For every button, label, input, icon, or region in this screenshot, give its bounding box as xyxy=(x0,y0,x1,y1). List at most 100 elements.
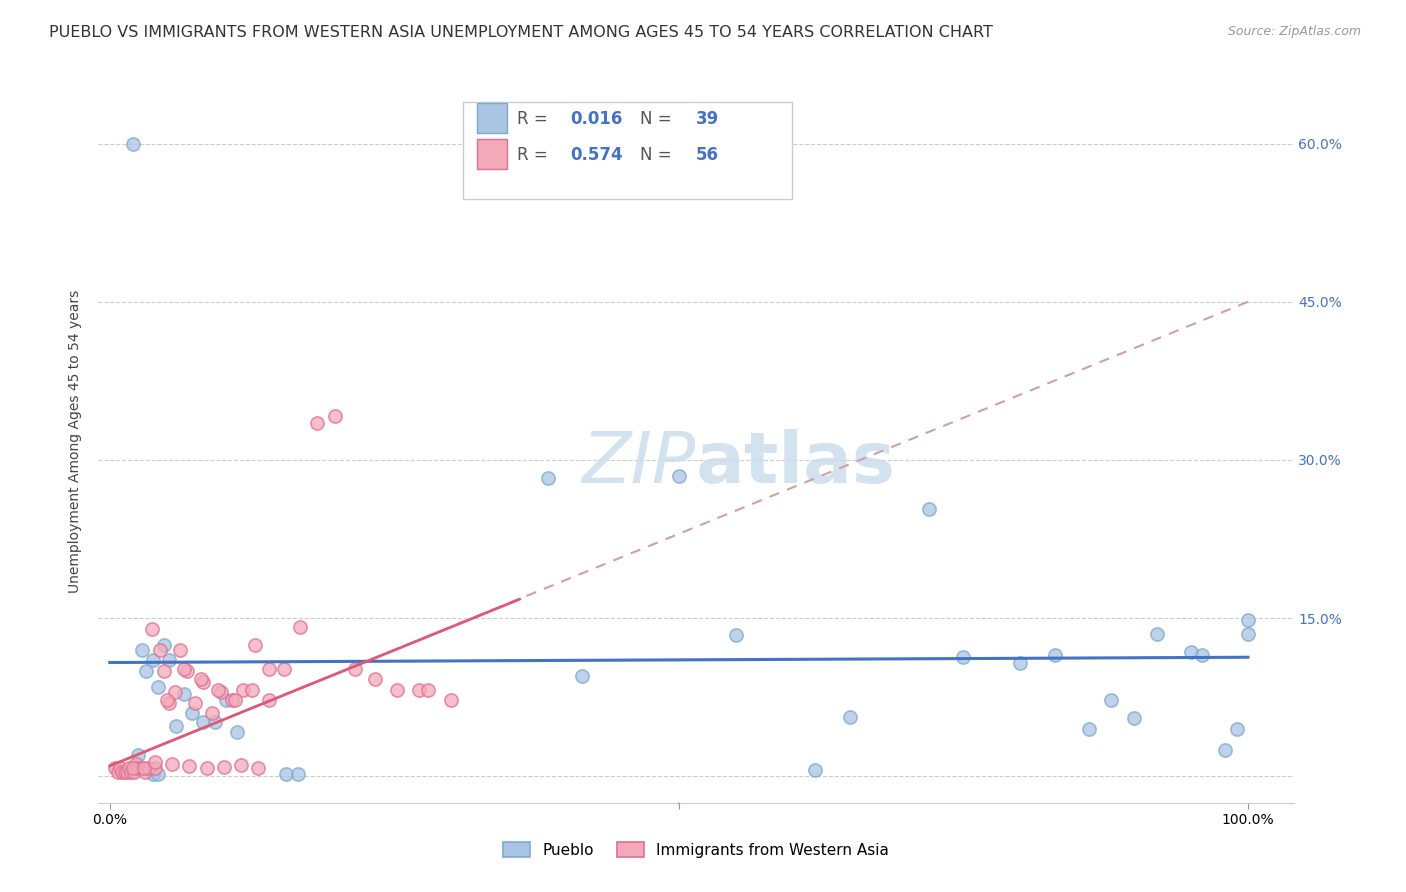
Point xyxy=(201,706,224,720)
Point xyxy=(838,710,860,724)
Point xyxy=(153,664,176,678)
Point xyxy=(195,761,218,775)
Point xyxy=(1010,656,1032,670)
FancyBboxPatch shape xyxy=(463,102,792,200)
Point xyxy=(184,696,207,710)
Point xyxy=(1213,743,1236,757)
Point xyxy=(127,761,149,775)
Point xyxy=(1123,711,1146,725)
Point xyxy=(224,693,246,707)
Point xyxy=(215,693,238,707)
Point xyxy=(142,767,165,781)
Point xyxy=(125,756,148,771)
Point xyxy=(153,638,176,652)
Point xyxy=(121,761,143,775)
Point xyxy=(190,673,212,687)
Point xyxy=(179,759,201,773)
Point xyxy=(163,685,186,699)
Text: Source: ZipAtlas.com: Source: ZipAtlas.com xyxy=(1227,25,1361,38)
Text: PUEBLO VS IMMIGRANTS FROM WESTERN ASIA UNEMPLOYMENT AMONG AGES 45 TO 54 YEARS CO: PUEBLO VS IMMIGRANTS FROM WESTERN ASIA U… xyxy=(49,25,993,40)
Point xyxy=(173,662,195,676)
Point xyxy=(162,756,184,771)
Point xyxy=(146,680,169,694)
Point xyxy=(221,693,243,707)
Point xyxy=(118,761,141,775)
Point xyxy=(132,761,155,775)
Point xyxy=(1226,722,1249,736)
Point xyxy=(288,620,311,634)
Point xyxy=(276,767,298,781)
Legend: Pueblo, Immigrants from Western Asia: Pueblo, Immigrants from Western Asia xyxy=(496,836,896,863)
Point xyxy=(191,714,214,729)
Point xyxy=(1237,613,1260,627)
Point xyxy=(121,136,143,151)
Point xyxy=(1191,648,1213,662)
Point xyxy=(180,706,202,720)
Point xyxy=(149,643,172,657)
Point xyxy=(418,682,440,697)
Point xyxy=(364,673,387,687)
Point xyxy=(1099,693,1122,707)
Point xyxy=(146,767,169,781)
Point xyxy=(127,748,149,763)
Text: 56: 56 xyxy=(696,145,718,164)
Point xyxy=(143,755,166,769)
Point xyxy=(165,719,187,733)
Point xyxy=(212,760,235,774)
Point xyxy=(343,662,366,676)
Point xyxy=(724,628,747,642)
Point xyxy=(141,622,163,636)
Point xyxy=(287,767,309,781)
Point xyxy=(204,714,226,729)
Point xyxy=(1077,722,1099,736)
Point xyxy=(111,765,134,780)
Point xyxy=(114,765,136,780)
Point xyxy=(157,696,180,710)
Point xyxy=(408,682,430,697)
Text: ZIP: ZIP xyxy=(582,429,696,498)
FancyBboxPatch shape xyxy=(477,139,508,169)
Text: 0.574: 0.574 xyxy=(571,145,623,164)
Point xyxy=(257,662,280,676)
Point xyxy=(173,687,195,701)
Point xyxy=(143,761,166,775)
Point xyxy=(191,674,214,689)
Text: 0.016: 0.016 xyxy=(571,110,623,128)
Point xyxy=(305,416,328,430)
Text: atlas: atlas xyxy=(696,429,896,498)
Point xyxy=(273,662,295,676)
Point xyxy=(918,501,941,516)
Point xyxy=(257,693,280,707)
Point xyxy=(107,765,129,780)
Point xyxy=(1043,648,1066,662)
Point xyxy=(131,761,153,775)
Point xyxy=(1237,627,1260,641)
Point xyxy=(226,725,249,739)
Y-axis label: Unemployment Among Ages 45 to 54 years: Unemployment Among Ages 45 to 54 years xyxy=(69,290,83,593)
Point xyxy=(1180,645,1202,659)
Point xyxy=(120,765,142,780)
Point xyxy=(176,664,198,678)
Point xyxy=(138,761,160,775)
Point xyxy=(240,682,263,697)
Point xyxy=(668,468,690,483)
Point xyxy=(209,685,232,699)
Point xyxy=(135,664,157,678)
Point xyxy=(131,643,153,657)
Point xyxy=(169,643,191,657)
Point xyxy=(571,669,593,683)
Point xyxy=(232,682,254,697)
Text: 39: 39 xyxy=(696,110,720,128)
Point xyxy=(229,757,252,772)
Point xyxy=(804,763,827,777)
Point xyxy=(142,653,165,667)
Text: R =: R = xyxy=(517,145,553,164)
Text: N =: N = xyxy=(640,145,676,164)
Point xyxy=(246,761,269,775)
Point xyxy=(207,682,229,697)
Point xyxy=(537,471,560,485)
Point xyxy=(323,409,346,423)
Point xyxy=(134,765,156,780)
Point xyxy=(157,653,180,667)
Text: R =: R = xyxy=(517,110,553,128)
